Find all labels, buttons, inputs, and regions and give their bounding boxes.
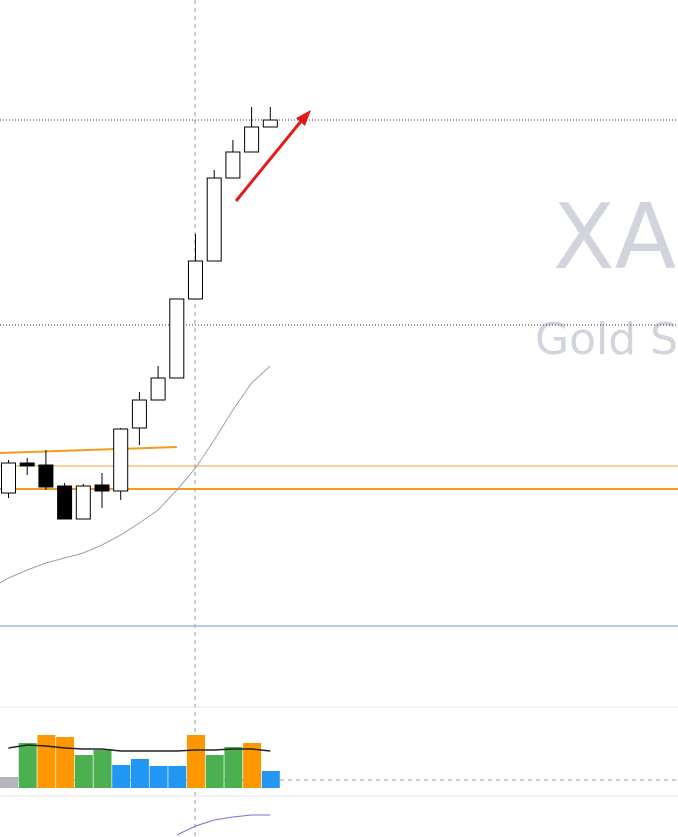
volume-bar (93, 750, 112, 788)
watermark-subtitle: Gold Sp (535, 314, 678, 365)
volume-bar (224, 747, 243, 788)
volume-bar (243, 743, 262, 788)
candle-body (131, 399, 147, 429)
watermark: XAU (553, 185, 678, 290)
candle-body (113, 428, 129, 492)
volume-bar (168, 766, 187, 788)
candle-body (188, 260, 203, 300)
candle-body (262, 119, 278, 128)
volume-bar (205, 755, 224, 788)
moving-average (0, 365, 271, 584)
volume-bar (112, 765, 131, 788)
indicator-line (176, 814, 271, 836)
candle-body (206, 177, 222, 262)
volume-bar (261, 771, 280, 788)
candle-body (19, 462, 35, 467)
volume-bar (0, 777, 18, 788)
candle-body (169, 298, 185, 379)
volume-bar (56, 737, 75, 788)
volume-bar (18, 743, 37, 788)
candle-body (150, 377, 166, 401)
volume-bar (187, 735, 205, 788)
candle-body (94, 484, 110, 492)
volume-bar (130, 759, 149, 788)
candle-body (225, 151, 241, 179)
volume-bar (74, 755, 93, 788)
candle-body (244, 126, 260, 153)
volume-average (8, 744, 271, 752)
volume-bar (37, 735, 56, 788)
candle-body (57, 485, 73, 520)
volume-bar (149, 766, 168, 788)
candle-body (1, 462, 16, 494)
trendline (0, 446, 177, 454)
candle-body (75, 485, 91, 520)
arrow (234, 110, 311, 202)
candle-body (38, 464, 54, 488)
